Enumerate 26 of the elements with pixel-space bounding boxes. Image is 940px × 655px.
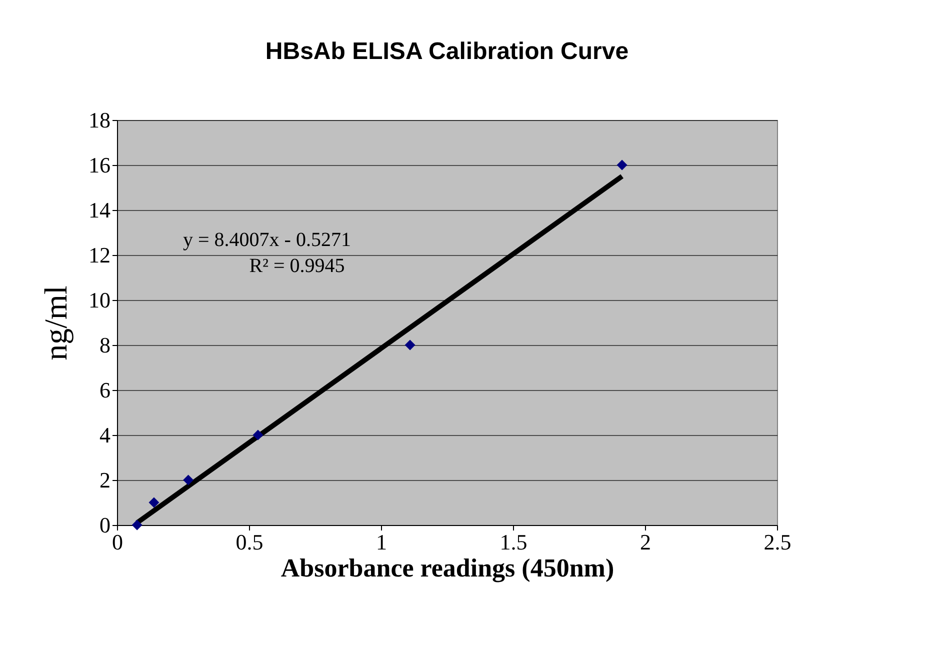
x-axis-title: Absorbance readings (450nm) [280, 554, 614, 582]
y-tick-label: 10 [88, 288, 110, 312]
y-tick-label: 16 [88, 152, 110, 178]
point [616, 160, 628, 170]
annotation: R² = 0.9945 [249, 255, 345, 277]
y-tick-label: 18 [88, 108, 110, 132]
x-tick-label: 2 [640, 530, 651, 554]
y-tick-label: 14 [88, 198, 110, 222]
x-tick-label: 1 [376, 530, 387, 554]
y-tick-label: 4 [100, 422, 110, 448]
point [404, 340, 416, 350]
y-axis-title: ng/ml [38, 286, 74, 360]
x-tick-label: 2.5 [764, 530, 792, 554]
x-tick-label: 0.5 [236, 530, 264, 554]
y-tick-label: 8 [100, 332, 110, 358]
point [148, 497, 160, 508]
point [183, 474, 194, 486]
point [252, 430, 264, 440]
y-tick-label: 0 [100, 512, 110, 538]
point [132, 520, 142, 530]
y-tick-label: 2 [100, 468, 110, 492]
y-tick-label: 12 [88, 242, 110, 268]
chart-title: HBsAb ELISA Calibration Curve [265, 38, 629, 65]
x-tick-label: 1.5 [500, 530, 528, 554]
annotation: y = 8.4007x - 0.5271 [183, 229, 351, 251]
y-tick-label: 6 [100, 378, 110, 402]
